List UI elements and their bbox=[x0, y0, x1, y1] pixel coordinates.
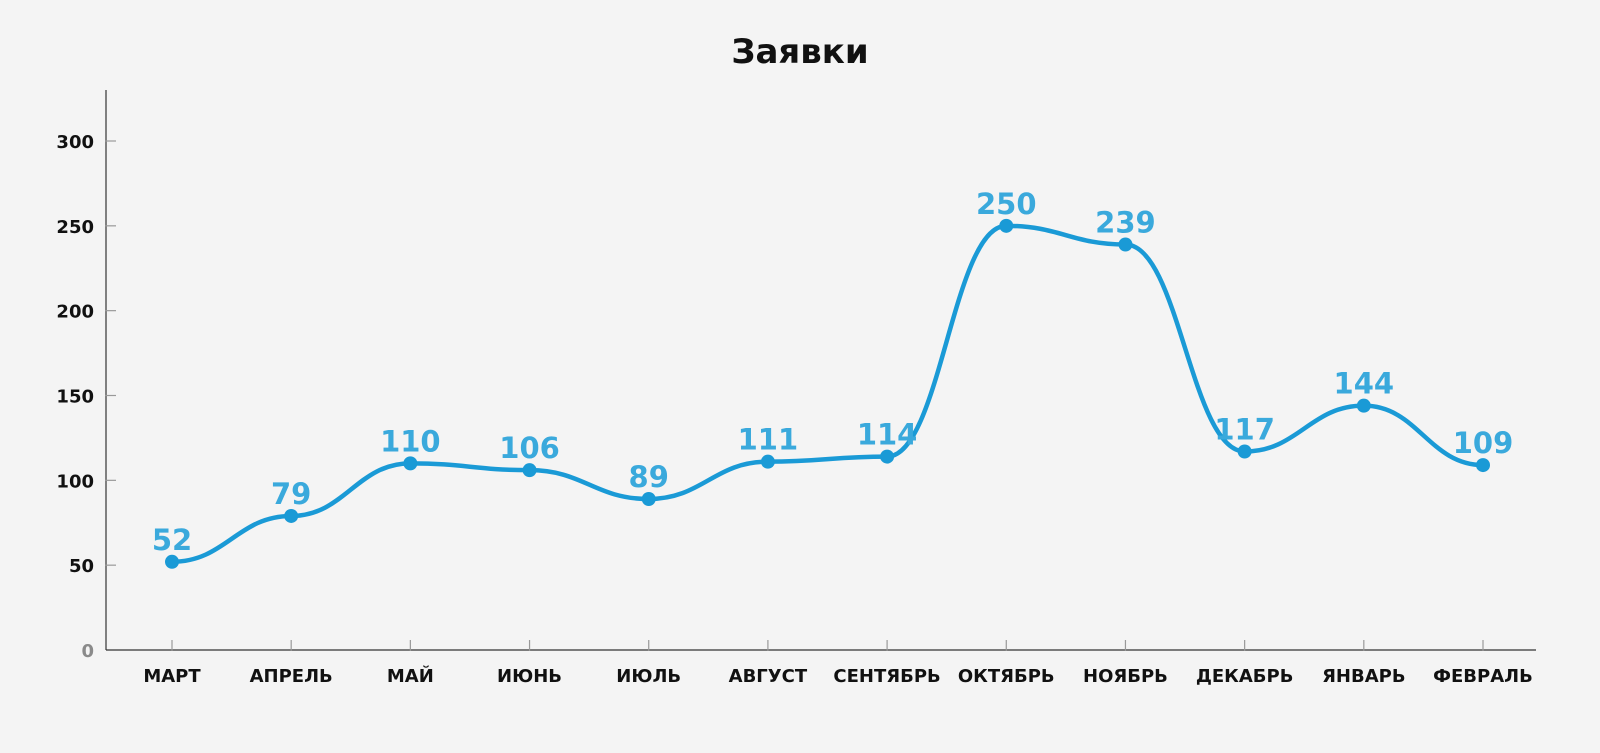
y-tick-label: 300 bbox=[56, 132, 94, 153]
x-tick-label: ФЕВРАЛЬ bbox=[1433, 666, 1533, 687]
y-tick-label: 250 bbox=[56, 217, 94, 238]
data-label: 52 bbox=[152, 523, 192, 557]
x-tick-label: АПРЕЛЬ bbox=[250, 666, 333, 687]
data-point bbox=[760, 454, 775, 469]
data-point bbox=[999, 218, 1014, 233]
x-axis: МАРТ АПРЕЛЬ МАЙ ИЮНЬ ИЮЛЬ АВГУСТ СЕНТЯБРЬ ОКТЯБ… bbox=[106, 640, 1536, 687]
data-point bbox=[880, 449, 895, 464]
series-line bbox=[169, 223, 1486, 565]
y-tick-label: 100 bbox=[56, 471, 94, 492]
data-label: 79 bbox=[271, 477, 311, 511]
y-axis: 0 50 100 150 200 250 300 bbox=[56, 90, 116, 662]
data-point bbox=[284, 508, 299, 523]
y-tick-label: 200 bbox=[56, 302, 94, 323]
data-label: 239 bbox=[1095, 205, 1156, 239]
x-tick-label: ДЕКАБРЬ bbox=[1196, 666, 1294, 687]
data-label: 117 bbox=[1214, 412, 1275, 446]
data-label: 111 bbox=[738, 423, 799, 457]
x-tick-label: СЕНТЯБРЬ bbox=[833, 666, 940, 687]
data-point bbox=[165, 554, 179, 569]
data-labels: 52 79 110 106 89 111 114 250 239 117 144 109 bbox=[152, 187, 1513, 557]
x-tick-label: ИЮНЬ bbox=[497, 666, 562, 687]
y-tick-label: 0 bbox=[81, 641, 94, 662]
data-label: 106 bbox=[499, 431, 560, 465]
data-point bbox=[1476, 458, 1490, 473]
data-label: 110 bbox=[380, 424, 441, 458]
x-tick-label: АВГУСТ bbox=[729, 666, 808, 687]
data-point bbox=[403, 456, 418, 471]
data-label: 109 bbox=[1453, 426, 1514, 460]
data-label: 144 bbox=[1334, 367, 1395, 401]
chart-title: Заявки bbox=[731, 32, 868, 72]
data-point bbox=[1118, 237, 1133, 252]
y-tick-label: 150 bbox=[56, 387, 94, 408]
data-point bbox=[522, 463, 537, 478]
y-tick-label: 50 bbox=[69, 556, 94, 577]
x-tick-label: МАЙ bbox=[387, 665, 434, 687]
x-tick-label: НОЯБРЬ bbox=[1083, 666, 1168, 687]
x-tick-label: ОКТЯБРЬ bbox=[958, 666, 1055, 687]
data-label: 114 bbox=[857, 418, 918, 452]
points-layer bbox=[165, 218, 1490, 569]
data-point bbox=[1237, 444, 1252, 459]
data-label: 89 bbox=[629, 460, 669, 494]
x-tick-label: ЯНВАРЬ bbox=[1322, 666, 1406, 687]
series-layer bbox=[169, 223, 1486, 565]
data-label: 250 bbox=[976, 187, 1037, 221]
data-point bbox=[641, 491, 656, 506]
x-tick-label: ИЮЛЬ bbox=[616, 666, 681, 687]
x-tick-label: МАРТ bbox=[143, 666, 201, 687]
data-point bbox=[1356, 398, 1371, 413]
